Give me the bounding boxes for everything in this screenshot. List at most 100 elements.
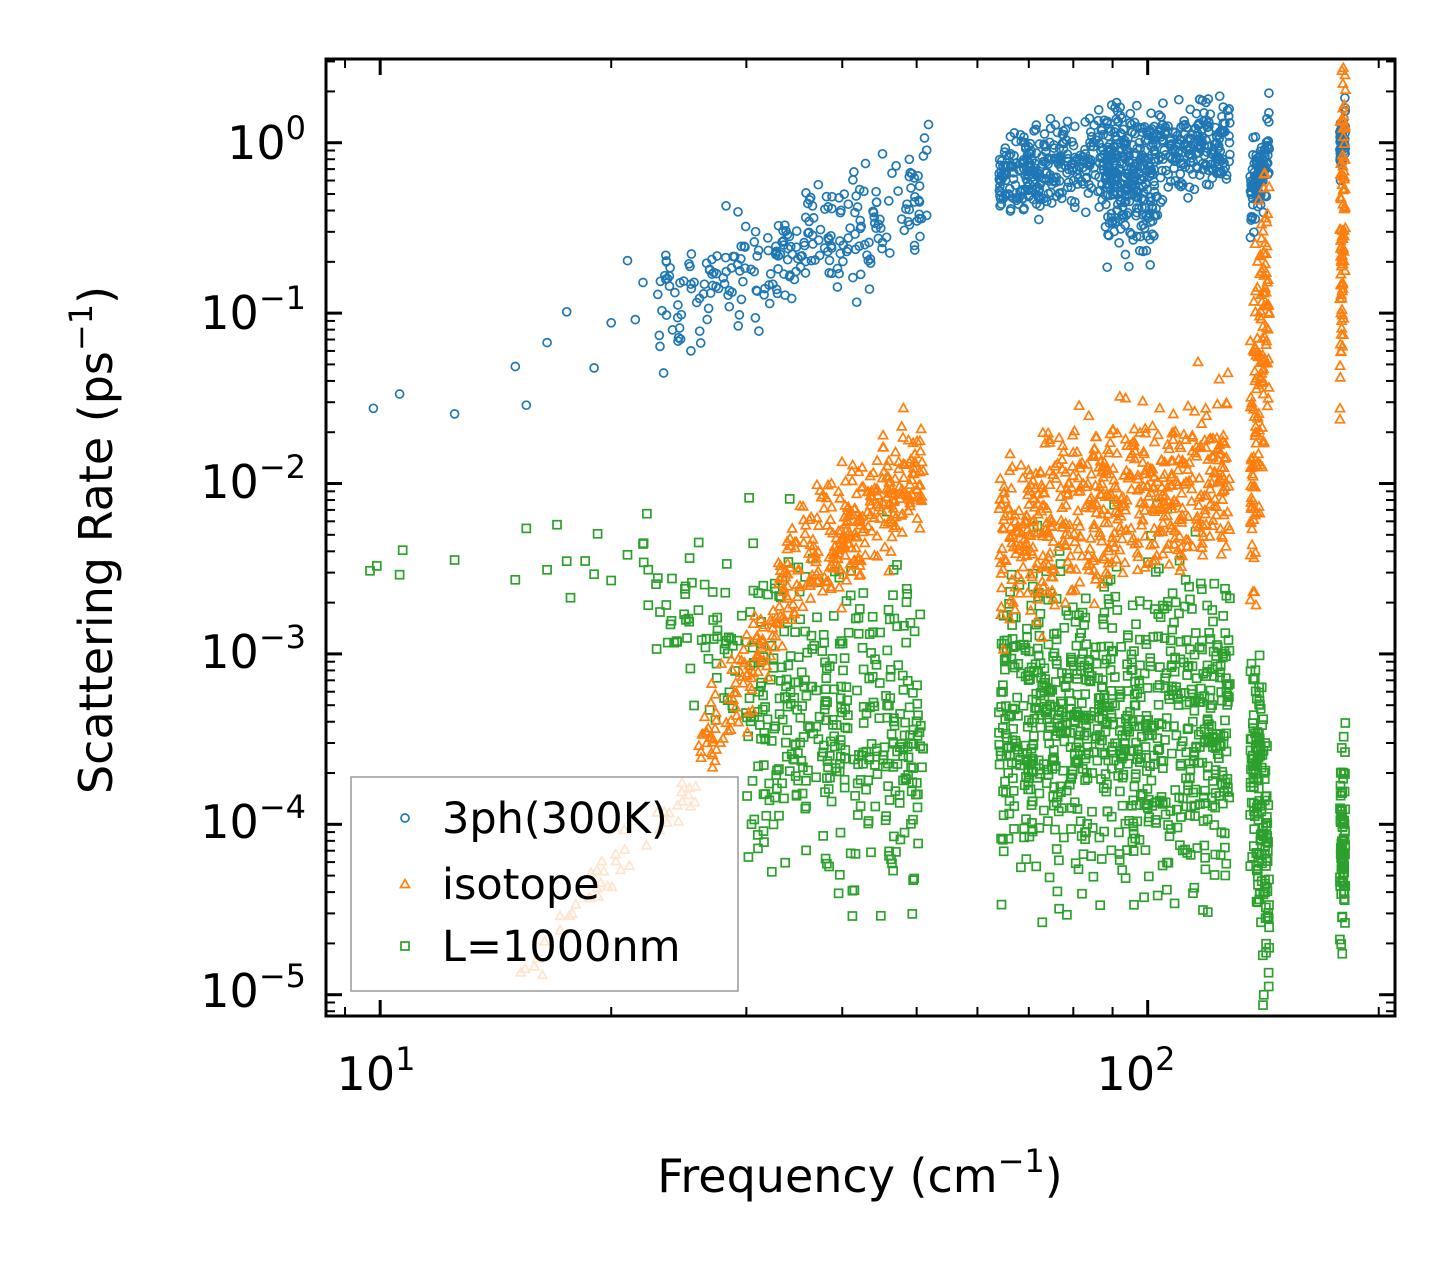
circle-point	[1000, 189, 1010, 200]
circle-point	[996, 199, 1007, 209]
square-point	[799, 681, 810, 692]
triangle-point	[995, 608, 1007, 620]
triangle-point	[1136, 456, 1149, 467]
triangle-point	[1146, 462, 1159, 474]
circle-point	[1134, 137, 1145, 148]
triangle-point	[1133, 482, 1146, 493]
triangle-point	[709, 688, 722, 699]
triangle-point	[710, 743, 723, 754]
square-point	[1223, 783, 1233, 793]
triangle-point	[1116, 566, 1129, 578]
triangle-point	[1336, 64, 1348, 75]
circle-point	[1156, 112, 1166, 122]
triangle-point	[862, 520, 875, 531]
triangle-point	[1004, 447, 1017, 459]
triangle-point	[1113, 390, 1126, 401]
triangle-point	[777, 585, 790, 596]
square-point	[1034, 705, 1044, 716]
circle-point	[1015, 129, 1026, 140]
circle-point	[1034, 184, 1045, 195]
square-point	[756, 733, 766, 744]
circle-point	[1033, 214, 1044, 225]
circle-point	[1125, 118, 1135, 128]
circle-point	[1170, 175, 1181, 186]
square-point	[1340, 718, 1351, 728]
triangle-point	[1125, 521, 1137, 533]
circle-point	[1004, 150, 1015, 161]
square-point	[1024, 646, 1034, 657]
square-point	[667, 573, 677, 584]
triangle-point	[1072, 542, 1085, 554]
triangle-point	[826, 526, 839, 538]
square-point	[1099, 658, 1110, 669]
circle-point	[871, 186, 881, 197]
square-point	[1070, 616, 1081, 627]
triangle-point	[832, 524, 845, 536]
square-point	[723, 648, 733, 659]
square-point	[834, 638, 845, 649]
triangle-point	[836, 455, 848, 467]
square-point	[1076, 628, 1086, 638]
square-point	[1027, 796, 1038, 807]
triangle-point	[1074, 461, 1087, 473]
circle-point	[673, 336, 683, 346]
square-point	[1016, 862, 1026, 873]
square-point	[1164, 831, 1175, 842]
triangle-point	[1063, 518, 1076, 530]
square-point	[1200, 852, 1210, 863]
square-point	[898, 750, 908, 761]
square-point	[1335, 780, 1346, 791]
square-point	[913, 838, 923, 849]
square-point	[699, 579, 710, 590]
triangle-point	[1245, 461, 1258, 472]
circle-point	[899, 225, 910, 236]
triangle-point	[881, 482, 894, 493]
triangle-point	[781, 542, 794, 554]
circle-point	[1039, 129, 1050, 139]
triangle-point	[1245, 396, 1258, 408]
circle-point	[1147, 229, 1158, 240]
square-point	[1036, 673, 1047, 683]
square-point	[1245, 861, 1256, 871]
triangle-point	[822, 478, 835, 490]
square-point	[1033, 617, 1044, 628]
triangle-point	[1164, 518, 1177, 530]
square-point	[397, 545, 408, 556]
circle-point	[1046, 198, 1057, 208]
square-point	[1224, 679, 1235, 689]
circle-point	[1208, 147, 1219, 157]
triangle-point	[878, 540, 891, 552]
square-point	[853, 628, 864, 639]
square-point	[1080, 612, 1091, 623]
square-point	[858, 664, 869, 675]
square-point	[1131, 619, 1141, 630]
triangle-point	[1213, 443, 1225, 455]
square-point	[869, 701, 880, 712]
triangle-point	[1009, 580, 1022, 592]
triangle-point	[1244, 391, 1257, 402]
circle-point	[1129, 117, 1140, 128]
square-point	[1251, 742, 1262, 753]
circle-point	[1083, 159, 1094, 170]
square-point	[831, 766, 842, 777]
triangle-point	[840, 532, 853, 544]
triangle-point	[850, 487, 863, 499]
square-point	[812, 612, 822, 623]
triangle-point	[1019, 516, 1032, 527]
triangle-point	[915, 422, 928, 434]
square-point	[1335, 843, 1346, 853]
square-point	[1209, 578, 1220, 589]
triangle-point	[1071, 515, 1084, 526]
square-point	[1257, 950, 1268, 961]
circle-point	[1144, 165, 1154, 176]
circle-point	[851, 297, 862, 308]
square-point	[756, 677, 767, 688]
square-point	[1258, 714, 1269, 725]
square-point	[1064, 779, 1075, 790]
circle-point	[1113, 146, 1124, 156]
square-point	[1212, 640, 1222, 650]
square-point	[1254, 650, 1265, 661]
triangle-point	[1176, 501, 1189, 513]
square-point	[1189, 705, 1200, 716]
triangle-point	[1107, 462, 1120, 473]
